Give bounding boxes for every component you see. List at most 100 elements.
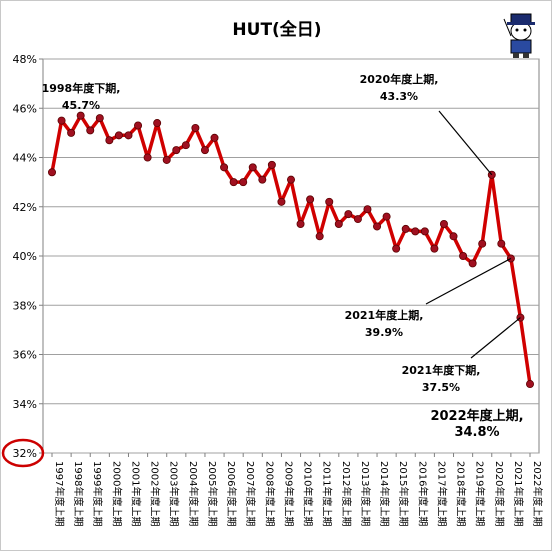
x-tick-label: 2001年度上期 <box>129 461 142 526</box>
data-point <box>86 126 95 135</box>
annotation-leader <box>438 110 493 176</box>
annotation-label: 2021年度上期, <box>345 308 424 322</box>
annotation-value: 39.9% <box>365 326 403 339</box>
annotation-value: 37.5% <box>422 381 460 394</box>
data-point <box>353 215 362 224</box>
mascot-icon <box>503 13 535 58</box>
series-hut <box>48 111 535 389</box>
x-tick-label: 2007年度上期 <box>244 461 257 526</box>
x-tick-label: 2004年度上期 <box>187 461 200 526</box>
data-point <box>449 232 458 241</box>
data-point <box>497 239 506 248</box>
data-point <box>430 244 439 253</box>
data-point <box>267 160 276 169</box>
data-point <box>248 163 257 172</box>
data-point <box>392 244 401 253</box>
y-tick-label: 46% <box>13 102 37 115</box>
data-point <box>344 210 353 219</box>
x-tick-label: 1997年度上期 <box>53 461 66 526</box>
annotation-leader <box>470 317 521 359</box>
y-tick-label: 36% <box>13 349 37 362</box>
data-point <box>67 128 76 137</box>
annotation-label: 2022年度上期, <box>430 408 523 424</box>
data-point <box>143 153 152 162</box>
data-point <box>95 114 104 123</box>
data-point <box>526 380 535 389</box>
data-point <box>382 212 391 221</box>
data-point <box>411 227 420 236</box>
data-point <box>334 219 343 228</box>
data-point <box>306 195 315 204</box>
x-tick-label: 2006年度上期 <box>225 461 238 526</box>
x-tick-label: 2015年度上期 <box>397 461 410 526</box>
data-point <box>258 175 267 184</box>
y-axis: 48% 46% 44% 42% 40% 38% 36% 34% 32% <box>1 53 45 468</box>
data-point <box>459 251 468 260</box>
annotation-value: 43.3% <box>380 90 418 103</box>
y-tick-label: 40% <box>13 250 37 263</box>
highlight-circle <box>1 438 45 468</box>
data-point <box>57 116 66 125</box>
data-point <box>478 239 487 248</box>
data-point <box>172 146 181 155</box>
annotation-label: 1998年度下期, <box>42 81 121 95</box>
x-tick-label: 2002年度上期 <box>149 461 162 526</box>
data-point <box>468 259 477 268</box>
x-tick-label: 2017年度上期 <box>435 461 448 526</box>
x-tick-label: 2020年度上期 <box>493 461 506 526</box>
data-point <box>439 219 448 228</box>
data-point <box>105 136 114 145</box>
y-tick-label: 38% <box>13 299 37 312</box>
x-tick-label: 2011年度上期 <box>321 461 334 526</box>
x-tick-label: 2012年度上期 <box>340 461 353 526</box>
data-point <box>191 123 200 132</box>
x-tick-label: 2019年度上期 <box>474 461 487 526</box>
y-tick-label: 34% <box>13 398 37 411</box>
x-tick-label: 1998年度上期 <box>72 461 85 526</box>
x-tick-label: 2010年度上期 <box>302 461 315 526</box>
x-tick-label: 2003年度上期 <box>168 461 181 526</box>
annotation-label: 2021年度下期, <box>402 363 481 377</box>
x-tick-label: 2014年度上期 <box>378 461 391 526</box>
x-tick-label: 2013年度上期 <box>359 461 372 526</box>
y-tick-label: 42% <box>13 201 37 214</box>
x-tick-label: 1999年度上期 <box>91 461 104 526</box>
y-tick-label: 44% <box>13 152 37 165</box>
annotation-value: 45.7% <box>62 99 100 112</box>
data-point <box>325 197 334 206</box>
x-tick-label: 2021年度上期 <box>512 461 525 526</box>
x-tick-label: 2005年度上期 <box>206 461 219 526</box>
data-point <box>286 175 295 184</box>
x-tick-label: 2022年度上期 <box>531 461 544 526</box>
x-tick-label: 2008年度上期 <box>263 461 276 526</box>
annotation-label: 2020年度上期, <box>360 72 439 86</box>
data-point <box>200 146 209 155</box>
chart-title: HUT(全日) <box>232 19 321 40</box>
data-point <box>48 168 57 177</box>
data-point <box>114 131 123 140</box>
data-point <box>162 155 171 164</box>
y-tick-label: 48% <box>13 53 37 66</box>
data-point <box>229 178 238 187</box>
data-point <box>315 232 324 241</box>
x-tick-label: 2016年度上期 <box>416 461 429 526</box>
data-point <box>124 131 133 140</box>
data-point <box>277 197 286 206</box>
annotation-value: 34.8% <box>454 425 499 440</box>
x-tick-label: 2009年度上期 <box>282 461 295 526</box>
annotation-leader <box>425 257 512 305</box>
x-axis: 1997年度上期 1998年度上期 1999年度上期 2000年度上期 2001年度上期… <box>51 453 544 526</box>
y-tick-label: 32% <box>13 447 37 460</box>
data-point <box>363 205 372 214</box>
data-point <box>373 222 382 231</box>
data-point <box>296 219 305 228</box>
gridlines <box>42 58 540 454</box>
data-point <box>76 111 85 120</box>
series-line <box>50 113 532 385</box>
data-point <box>210 133 219 142</box>
data-point <box>401 224 410 233</box>
annotations: 1998年度下期, 45.7% 2020年度上期, 43.3% 2021年度上期, 39.… <box>42 72 524 440</box>
data-point <box>153 119 162 128</box>
